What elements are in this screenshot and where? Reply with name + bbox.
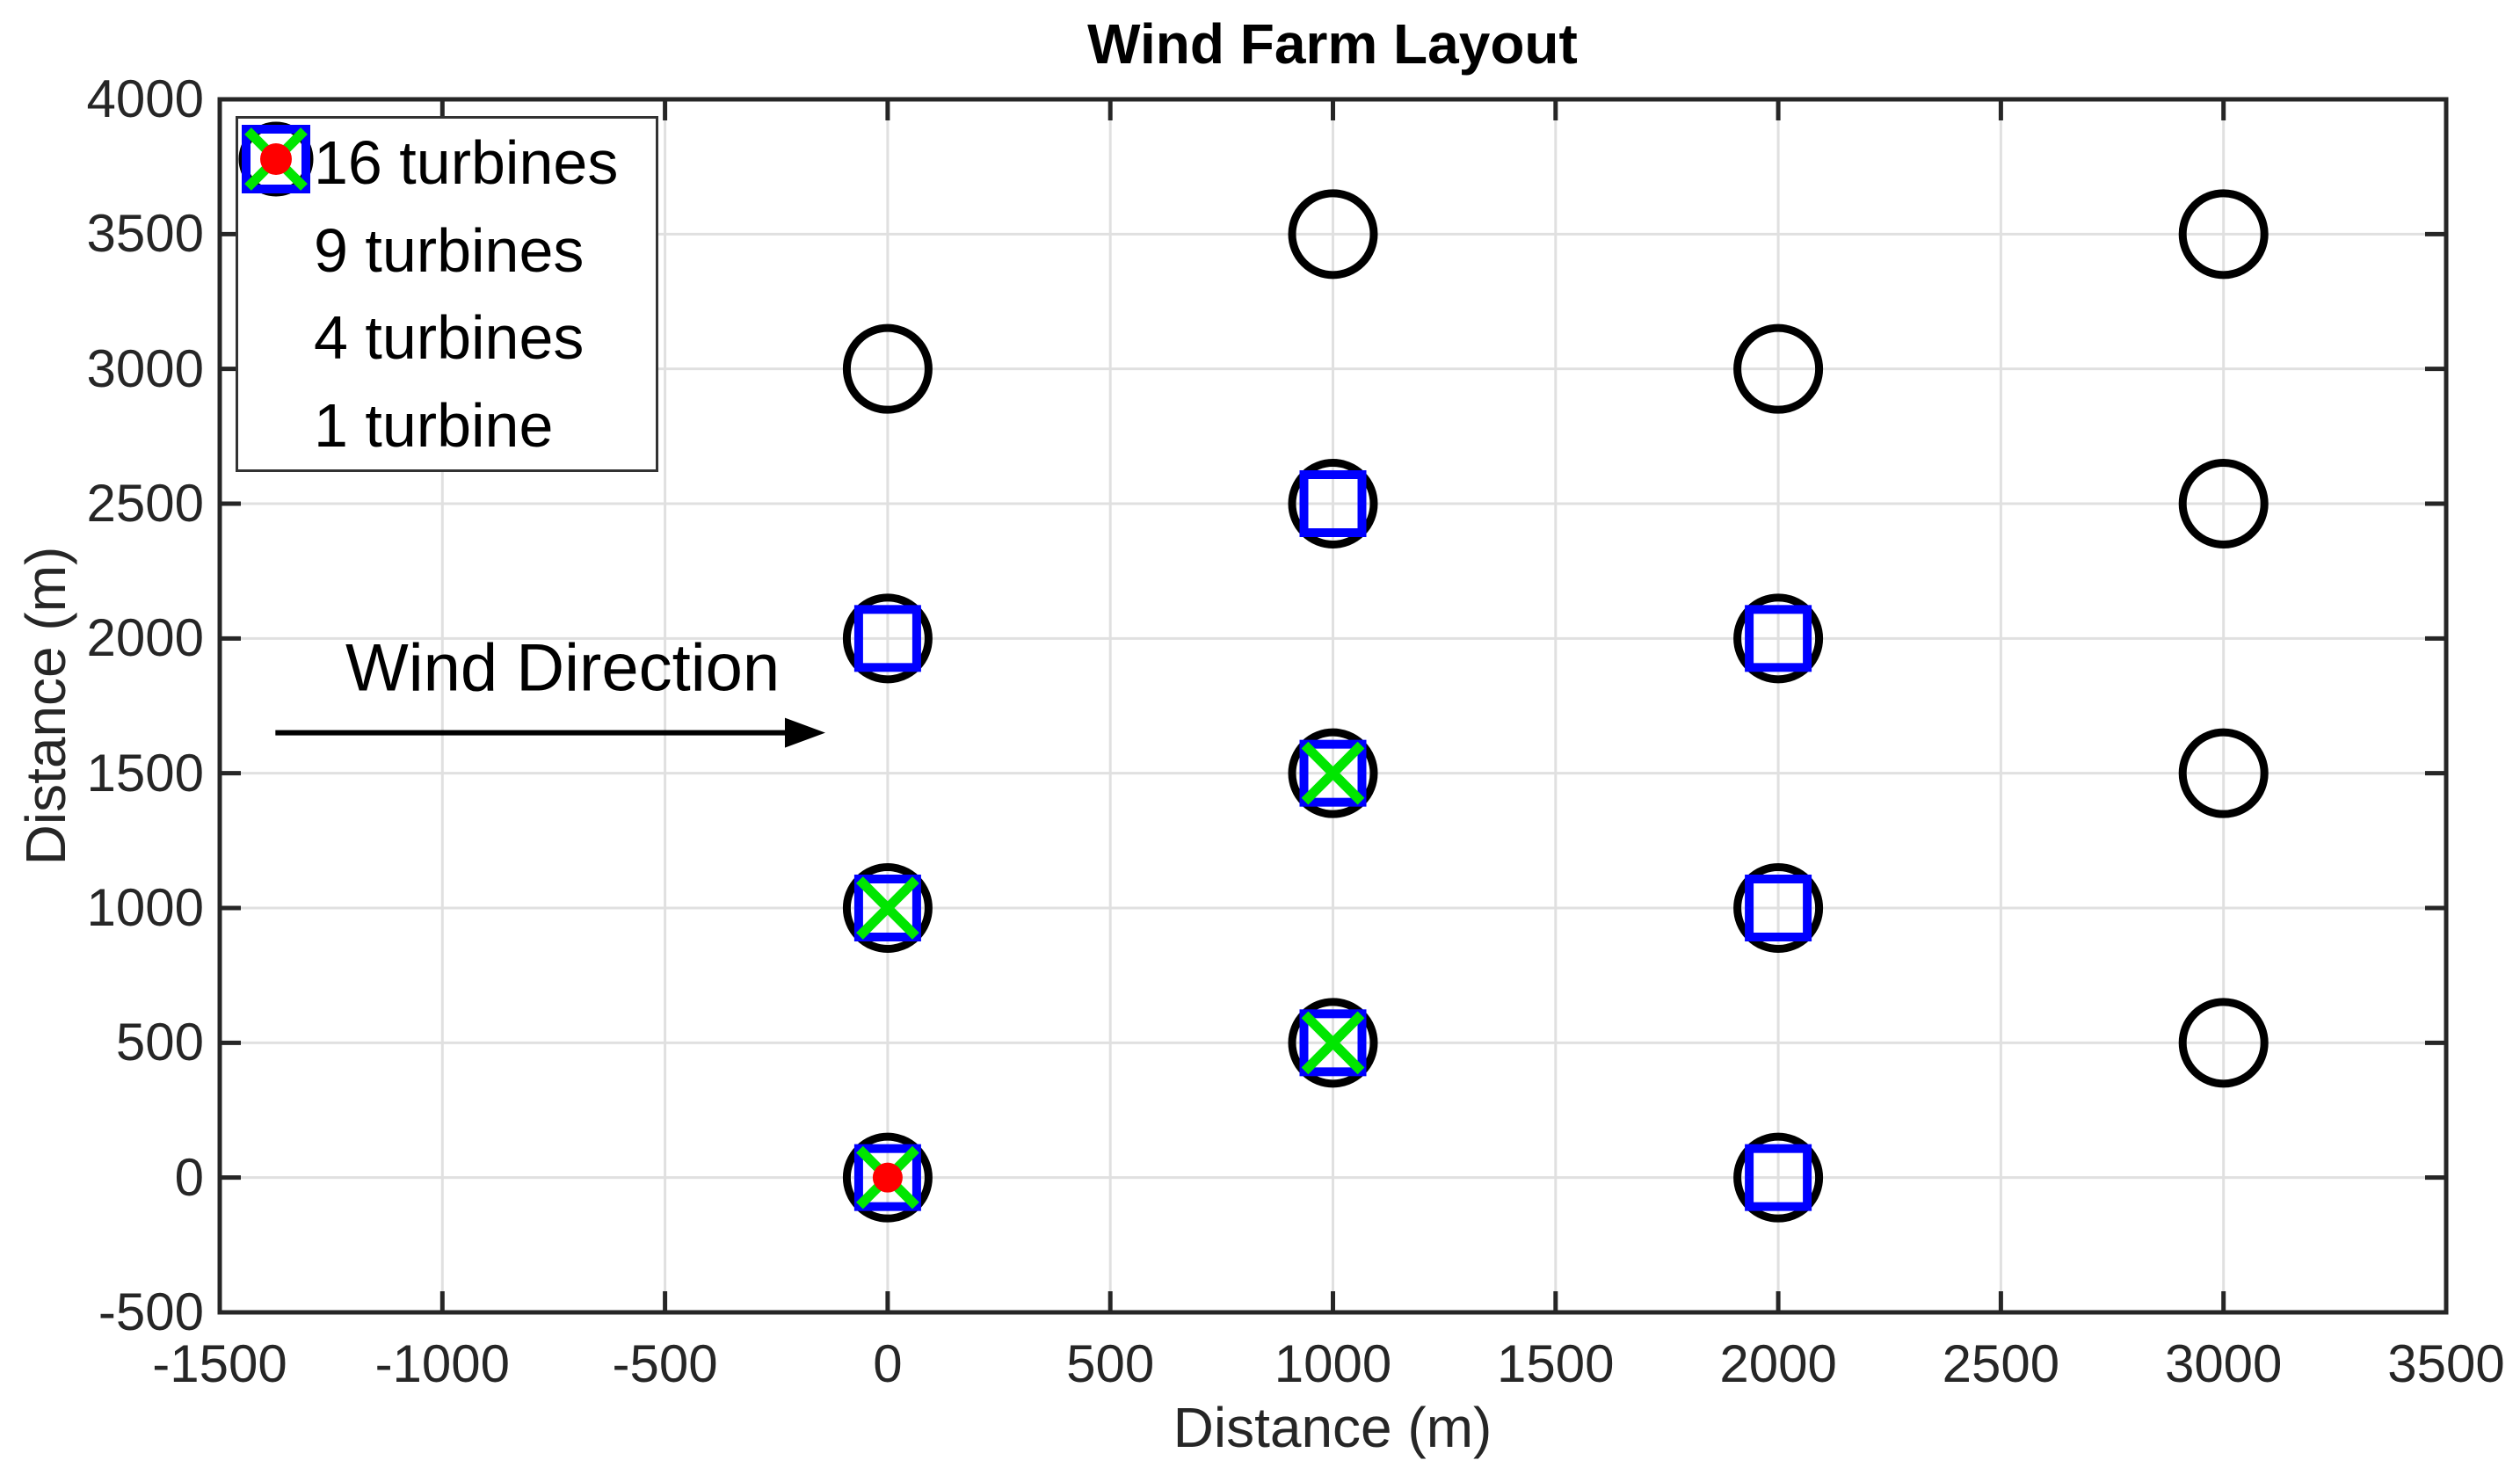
turbine-marker-square xyxy=(1299,470,1367,537)
turbine-marker-circle xyxy=(2178,998,2269,1088)
legend-item: 1 turbine xyxy=(238,143,656,469)
y-tick-label: 3500 xyxy=(86,204,204,264)
legend-label: 16 turbines xyxy=(314,127,619,197)
legend-dot-icon xyxy=(238,143,314,466)
turbine-marker-circle xyxy=(1733,1132,1824,1223)
x-tick-label: 1000 xyxy=(1274,1334,1392,1393)
y-axis-label: Distance (m) xyxy=(14,546,77,866)
turbine-marker-circle xyxy=(1733,593,1824,684)
turbine-marker-square xyxy=(1299,1009,1367,1077)
turbine-marker-square xyxy=(1745,1144,1812,1211)
x-tick-label: 3000 xyxy=(2164,1334,2283,1393)
turbine-marker-circle xyxy=(2178,189,2269,280)
turbine-marker-circle xyxy=(1288,459,1378,548)
series-dot xyxy=(872,1162,903,1193)
legend-x-icon xyxy=(238,127,314,378)
turbine-marker-circle xyxy=(1288,189,1378,280)
series-circle xyxy=(842,189,2269,1223)
x-tick-label: 2500 xyxy=(1942,1334,2060,1393)
y-tick-label: 4000 xyxy=(86,69,204,128)
turbine-marker-square xyxy=(1745,875,1812,941)
legend-label: 4 turbines xyxy=(314,303,585,373)
turbine-marker-circle xyxy=(842,863,933,953)
legend-item: 9 turbines xyxy=(238,125,656,294)
turbine-marker-circle xyxy=(842,1132,933,1223)
y-tick-label: 2000 xyxy=(86,608,204,668)
turbine-marker-circle xyxy=(1733,323,1824,414)
x-axis-label: Distance (m) xyxy=(1173,1396,1492,1459)
x-tick-label: 0 xyxy=(873,1334,903,1393)
turbine-marker-square xyxy=(853,1144,921,1211)
x-tick-label: 1500 xyxy=(1497,1334,1615,1393)
turbine-marker-dot xyxy=(872,1162,903,1193)
turbine-marker-circle xyxy=(842,323,933,414)
turbine-marker-square xyxy=(1299,739,1367,807)
turbine-marker-circle xyxy=(1288,998,1378,1088)
legend-label: 9 turbines xyxy=(314,215,585,285)
legend-square-icon xyxy=(238,125,314,291)
y-tick-label: 0 xyxy=(174,1147,204,1207)
legend-label: 1 turbine xyxy=(314,391,554,461)
turbine-marker-square xyxy=(1745,605,1812,672)
wind-direction-arrow xyxy=(275,717,825,748)
wind-direction-annotation: Wind Direction xyxy=(345,630,781,706)
turbine-marker-x xyxy=(1301,1011,1365,1075)
turbine-marker-square xyxy=(853,605,921,672)
x-tick-label: 3500 xyxy=(2387,1334,2505,1393)
x-tick-label: -500 xyxy=(612,1334,718,1393)
x-tick-label: 500 xyxy=(1066,1334,1155,1393)
tick-marks xyxy=(217,97,2449,1315)
legend-item: 4 turbines xyxy=(238,127,656,382)
y-tick-label: 3000 xyxy=(86,338,204,398)
legend-box: 16 turbines 9 turbines 4 turbines 1 turbine xyxy=(236,116,658,472)
chart-title: Wind Farm Layout xyxy=(1087,12,1578,76)
turbine-marker-circle xyxy=(2178,728,2269,818)
turbine-marker-circle xyxy=(842,593,933,684)
y-tick-label: 1500 xyxy=(86,743,204,803)
series-square xyxy=(853,470,1812,1211)
y-tick-label: 500 xyxy=(115,1013,204,1072)
x-tick-label: -1000 xyxy=(374,1334,511,1393)
turbine-marker-x xyxy=(856,876,919,940)
y-tick-label: 2500 xyxy=(86,474,204,533)
turbine-marker-circle xyxy=(2178,459,2269,548)
turbine-marker-circle xyxy=(1733,863,1824,953)
turbine-marker-square xyxy=(853,875,921,941)
y-tick-label: -500 xyxy=(98,1282,204,1341)
turbine-marker-circle xyxy=(1288,728,1378,818)
x-tick-label: -1500 xyxy=(152,1334,287,1393)
turbine-marker-x xyxy=(1301,741,1365,805)
y-tick-label: 1000 xyxy=(86,878,204,937)
x-tick-label: 2000 xyxy=(1719,1334,1837,1393)
